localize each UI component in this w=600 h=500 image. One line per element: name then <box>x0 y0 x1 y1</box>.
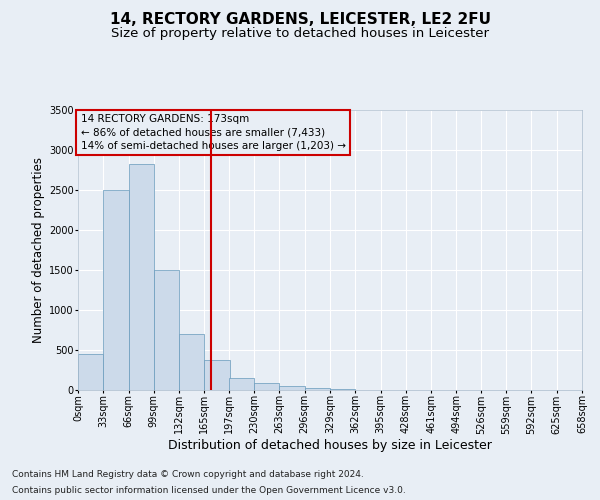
X-axis label: Distribution of detached houses by size in Leicester: Distribution of detached houses by size … <box>168 439 492 452</box>
Bar <box>128 164 154 390</box>
Bar <box>305 388 330 390</box>
Bar <box>103 190 128 390</box>
Bar <box>179 334 205 390</box>
Bar <box>254 383 280 390</box>
Bar <box>78 354 103 390</box>
Text: Contains HM Land Registry data © Crown copyright and database right 2024.: Contains HM Land Registry data © Crown c… <box>12 470 364 479</box>
Text: 14, RECTORY GARDENS, LEICESTER, LE2 2FU: 14, RECTORY GARDENS, LEICESTER, LE2 2FU <box>110 12 491 28</box>
Bar <box>330 389 355 390</box>
Bar <box>154 270 179 390</box>
Text: Size of property relative to detached houses in Leicester: Size of property relative to detached ho… <box>111 28 489 40</box>
Y-axis label: Number of detached properties: Number of detached properties <box>32 157 45 343</box>
Bar <box>205 360 230 390</box>
Text: 14 RECTORY GARDENS: 173sqm
← 86% of detached houses are smaller (7,433)
14% of s: 14 RECTORY GARDENS: 173sqm ← 86% of deta… <box>80 114 346 150</box>
Bar <box>280 386 305 390</box>
Bar <box>229 378 254 390</box>
Text: Contains public sector information licensed under the Open Government Licence v3: Contains public sector information licen… <box>12 486 406 495</box>
